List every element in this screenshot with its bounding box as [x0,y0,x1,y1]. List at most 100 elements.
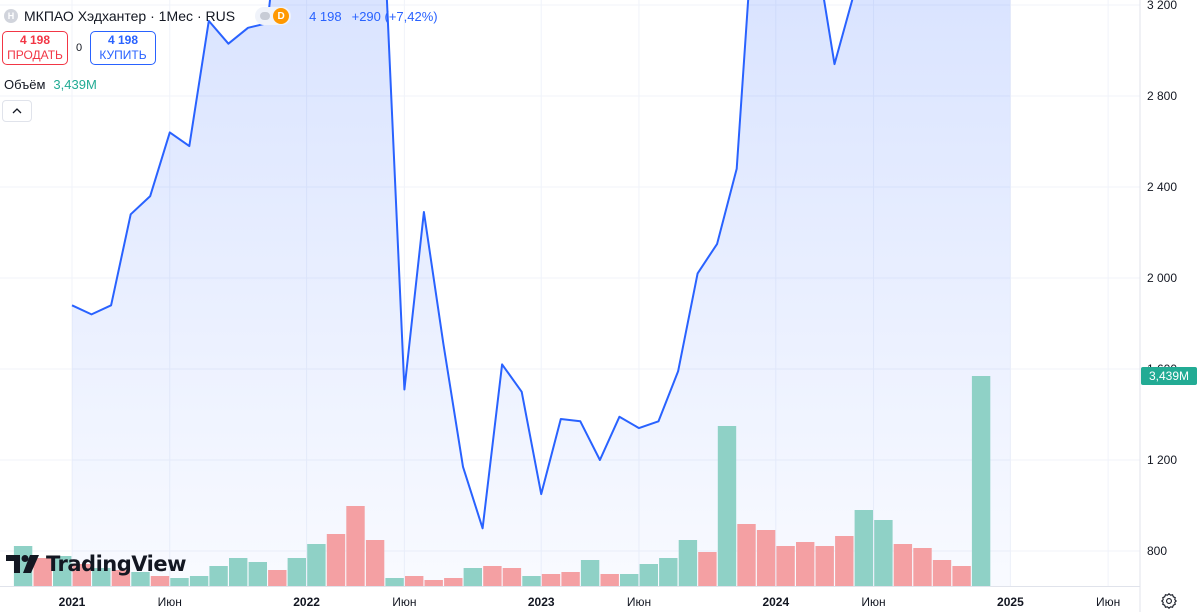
volume-bar [952,566,971,586]
volume-bar [346,506,365,586]
volume-bar [463,568,482,586]
buy-label: КУПИТЬ [99,48,147,62]
price-area [72,0,1011,586]
volume-bar [307,544,326,586]
price-line-path [71,0,854,530]
volume-tag-label: 3,439M [1149,369,1189,383]
gear-icon[interactable] [1161,593,1177,609]
volume-tag-bg [1141,367,1197,385]
x-tick-label: Июн [158,595,182,609]
volume-bar [189,576,209,586]
x-tick-label: 2022 [293,595,320,609]
volume-value: 3,439M [53,77,97,92]
volume-bar [502,568,522,586]
volume-bar [131,572,150,586]
volume-bar [92,568,111,586]
tradingview-logo[interactable]: TradingView [6,552,186,576]
volume-bar [72,564,91,586]
volume-bar [444,578,463,586]
volume-bar [326,534,346,586]
volume-bar [932,560,952,586]
volume-bar [268,570,287,586]
volume-label: Объём [4,77,46,92]
y-tick-label: 800 [1147,544,1167,558]
sell-price: 4 198 [19,33,51,47]
volume-bars [13,376,991,586]
y-tick-label: 1 200 [1147,453,1177,467]
x-tick-label: 2024 [762,595,789,609]
sell-label: ПРОДАТЬ [7,48,63,62]
volume-bar [111,570,131,586]
volume-bar [796,542,815,586]
volume-bar [33,558,52,586]
volume-bar [522,576,541,586]
collapse-legend-button[interactable] [2,100,32,122]
last-price: 4 198 [309,8,342,24]
volume-bar [248,562,267,586]
volume-bar [541,574,561,586]
price-change: +290 (+7,42%) [351,8,438,24]
volume-bar [874,520,893,586]
volume-bar [678,540,698,586]
market-closed-icon [260,12,271,20]
volume-bar [971,376,991,586]
x-tick-label: 2023 [528,595,555,609]
volume-bar [287,558,306,586]
trade-buttons: 4 198 ПРОДАТЬ 0 4 198 КУПИТЬ [2,31,156,65]
price-area-fill [72,0,1011,586]
x-tick-label: Июн [1096,595,1120,609]
volume-bar [639,564,658,586]
volume-legend[interactable]: Объём 3,439M [4,77,97,92]
x-tick-label: Июн [861,595,885,609]
volume-bar [53,556,72,586]
volume-bar [659,558,678,586]
sell-button[interactable]: 4 198 ПРОДАТЬ [2,31,68,65]
volume-bar [365,540,385,586]
volume-bar [698,552,717,586]
delayed-data-icon: D [273,8,290,24]
spread-value: 0 [75,42,83,54]
volume-bar [580,560,600,586]
axis-tags: 4 1983,439M [1141,367,1197,385]
volume-bar [776,546,795,586]
price-line [71,0,854,530]
y-tick-label: 2 400 [1147,180,1177,194]
volume-bar [854,510,873,586]
tradingview-wordmark: TradingView [46,552,186,576]
x-tick-label: 2021 [59,595,86,609]
x-tick-label: Июн [627,595,651,609]
y-tick-label: 2 800 [1147,89,1177,103]
symbol-logo-icon: H [4,9,18,23]
volume-bar [717,426,737,586]
volume-bar [835,536,854,586]
volume-bar [756,530,776,586]
tradingview-mark-icon [6,555,39,573]
volume-bar [483,566,502,586]
volume-bar [385,578,404,586]
volume-bar [600,574,619,586]
volume-bar [209,566,228,586]
volume-bar [405,576,424,586]
volume-bar [913,548,932,586]
volume-bar [424,580,443,586]
legend-title-row: H МКПАО Хэдхантер · 1Мес · RUS D 4 198 +… [4,7,438,25]
market-status[interactable]: D [255,7,292,25]
volume-bar [150,576,170,586]
volume-bar [620,574,639,586]
symbol-title[interactable]: МКПАО Хэдхантер · 1Мес · RUS [24,8,236,24]
buy-price: 4 198 [107,33,139,47]
x-tick-label: 2025 [997,595,1024,609]
buy-button[interactable]: 4 198 КУПИТЬ [90,31,156,65]
y-tick-label: 3 200 [1147,0,1177,12]
x-tick-label: Июн [392,595,416,609]
volume-bar [229,558,248,586]
volume-bar [737,524,756,586]
x-axis[interactable]: 2021 Июн 2022 Июн 2023 Июн 2024 Июн 2025 Июн [0,586,1140,610]
volume-bar [815,546,834,586]
volume-bar [170,578,189,586]
chevron-up-icon [12,108,22,114]
volume-bar [561,572,580,586]
volume-bar [893,544,913,586]
